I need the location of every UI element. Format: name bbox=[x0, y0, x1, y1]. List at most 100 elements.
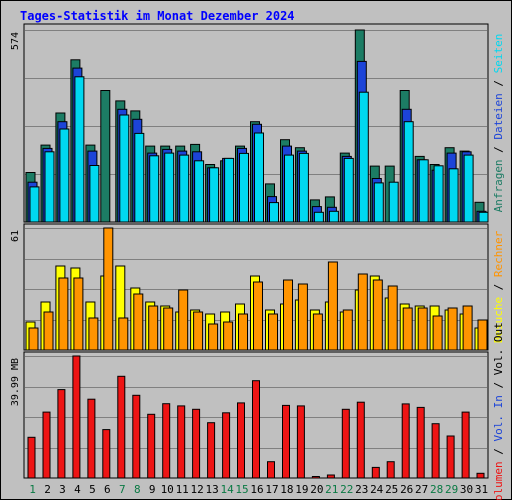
x-tick-day-3: 3 bbox=[59, 483, 66, 496]
bar-seiten-day-31 bbox=[478, 211, 489, 223]
bar-rechner-day-9 bbox=[148, 305, 159, 351]
bar-rechner-day-30 bbox=[462, 305, 473, 351]
x-tick-day-18: 18 bbox=[280, 483, 293, 496]
legend-text: Vol. In bbox=[492, 395, 505, 441]
bar-seiten-day-14 bbox=[224, 157, 235, 223]
x-tick-day-29: 29 bbox=[445, 483, 458, 496]
bar-rechner-day-10 bbox=[163, 307, 174, 351]
max-value-label: 39.99 MB bbox=[10, 358, 21, 406]
legend-text: Dateien bbox=[492, 93, 505, 139]
bar-rechner-day-7 bbox=[118, 317, 129, 351]
bar-seiten-day-1 bbox=[29, 186, 40, 223]
bar-volumen-day-30 bbox=[461, 411, 470, 479]
x-tick-day-22: 22 bbox=[340, 483, 353, 496]
bar-volumen-day-8 bbox=[132, 394, 141, 479]
chart-title: Tages-Statistik im Monat Dezember 2024 bbox=[20, 9, 295, 23]
bar-seiten-day-19 bbox=[298, 152, 309, 223]
bar-rechner-day-8 bbox=[133, 293, 144, 351]
bar-volumen-day-29 bbox=[446, 435, 455, 479]
bar-rechner-day-26 bbox=[402, 307, 413, 351]
x-tick-day-30: 30 bbox=[460, 483, 473, 496]
x-tick-day-28: 28 bbox=[430, 483, 443, 496]
bar-volumen-day-25 bbox=[386, 461, 395, 479]
bar-rechner-day-29 bbox=[447, 307, 458, 351]
x-tick-day-8: 8 bbox=[134, 483, 141, 496]
legend-text: Volumen bbox=[492, 461, 505, 500]
bar-seiten-day-15 bbox=[239, 152, 249, 223]
x-tick-day-9: 9 bbox=[149, 483, 156, 496]
bar-rechner-day-11 bbox=[178, 289, 189, 351]
x-tick-day-24: 24 bbox=[370, 483, 384, 496]
bar-seiten-day-24 bbox=[373, 182, 384, 223]
bar-anfragen-day-6 bbox=[100, 90, 111, 223]
bar-rechner-day-2 bbox=[43, 311, 54, 351]
bar-seiten-day-23 bbox=[358, 91, 369, 223]
bar-seiten-day-16 bbox=[254, 132, 264, 223]
x-tick-day-21: 21 bbox=[325, 483, 338, 496]
bar-volumen-day-20 bbox=[311, 476, 320, 479]
bar-rechner-day-18 bbox=[283, 279, 293, 351]
bar-rechner-day-13 bbox=[208, 323, 219, 351]
x-tick-day-19: 19 bbox=[295, 483, 308, 496]
bar-rechner-day-3 bbox=[58, 277, 69, 351]
bar-rechner-day-6 bbox=[103, 227, 114, 351]
bar-volumen-day-2 bbox=[42, 411, 51, 479]
legend-text: Besuche bbox=[492, 297, 505, 343]
legend-text: / bbox=[492, 375, 505, 395]
bar-rechner-day-28 bbox=[432, 315, 443, 351]
x-tick-day-6: 6 bbox=[104, 483, 111, 496]
x-tick-day-12: 12 bbox=[190, 483, 203, 496]
bar-volumen-day-26 bbox=[401, 403, 410, 479]
bar-rechner-day-24 bbox=[372, 279, 383, 351]
bar-volumen-day-14 bbox=[222, 412, 231, 479]
bar-volumen-day-4 bbox=[72, 355, 81, 479]
bar-rechner-day-16 bbox=[253, 281, 263, 351]
bar-rechner-day-5 bbox=[88, 317, 99, 351]
series-legend: Volumen / Vol. In / Vol. Out bbox=[492, 322, 505, 500]
x-tick-day-17: 17 bbox=[265, 483, 278, 496]
legend-text: / bbox=[492, 140, 505, 160]
x-tick-day-23: 23 bbox=[355, 483, 368, 496]
bar-seiten-day-30 bbox=[463, 154, 474, 223]
bar-rechner-day-1 bbox=[28, 327, 39, 351]
x-tick-day-13: 13 bbox=[205, 483, 218, 496]
x-tick-day-4: 4 bbox=[74, 483, 81, 496]
bar-volumen-day-19 bbox=[296, 405, 305, 479]
series-legend: Anfragen / Dateien / Seiten bbox=[492, 34, 505, 213]
bar-volumen-day-22 bbox=[341, 408, 350, 479]
bar-volumen-day-23 bbox=[356, 401, 365, 479]
bar-seiten-day-9 bbox=[149, 155, 160, 223]
x-tick-day-5: 5 bbox=[89, 483, 96, 496]
bar-volumen-day-27 bbox=[416, 406, 425, 479]
bar-seiten-day-3 bbox=[59, 128, 70, 223]
bar-volumen-day-3 bbox=[57, 389, 66, 479]
x-tick-day-15: 15 bbox=[235, 483, 248, 496]
x-tick-day-27: 27 bbox=[415, 483, 428, 496]
x-tick-day-20: 20 bbox=[310, 483, 323, 496]
bar-volumen-day-11 bbox=[177, 405, 186, 479]
x-tick-day-10: 10 bbox=[161, 483, 174, 496]
bar-seiten-day-2 bbox=[44, 151, 55, 223]
panel-volume: 39.99 MB Volumen / Vol. In / Vol. Out bbox=[10, 322, 505, 500]
x-axis-labels: 1 2 3 4 5 6 7 8 9 10 11 12 13 14 15 16 17 18 19 20 21 22 23 24 2… bbox=[29, 483, 488, 496]
bar-seiten-day-7 bbox=[119, 114, 130, 223]
bar-rechner-day-14 bbox=[223, 321, 234, 351]
bar-seiten-day-28 bbox=[433, 165, 444, 223]
legend-text: / bbox=[492, 277, 505, 297]
bar-volumen-day-17 bbox=[267, 461, 275, 479]
bar-rechner-day-21 bbox=[327, 261, 338, 351]
series-legend: Besuche / Rechner bbox=[492, 230, 505, 343]
bar-seiten-day-21 bbox=[328, 210, 339, 223]
x-tick-day-26: 26 bbox=[400, 483, 413, 496]
bar-volumen-day-12 bbox=[192, 408, 201, 479]
bar-seiten-day-29 bbox=[448, 168, 459, 223]
bar-volumen-day-24 bbox=[371, 466, 380, 479]
bar-rechner-day-15 bbox=[238, 313, 248, 351]
bar-volumen-day-9 bbox=[147, 413, 156, 479]
bar-volumen-day-6 bbox=[102, 429, 111, 479]
bar-volumen-day-21 bbox=[326, 474, 335, 479]
bar-seiten-day-20 bbox=[313, 211, 324, 223]
bar-volumen-day-5 bbox=[87, 398, 96, 479]
bar-rechner-day-31 bbox=[477, 319, 488, 351]
